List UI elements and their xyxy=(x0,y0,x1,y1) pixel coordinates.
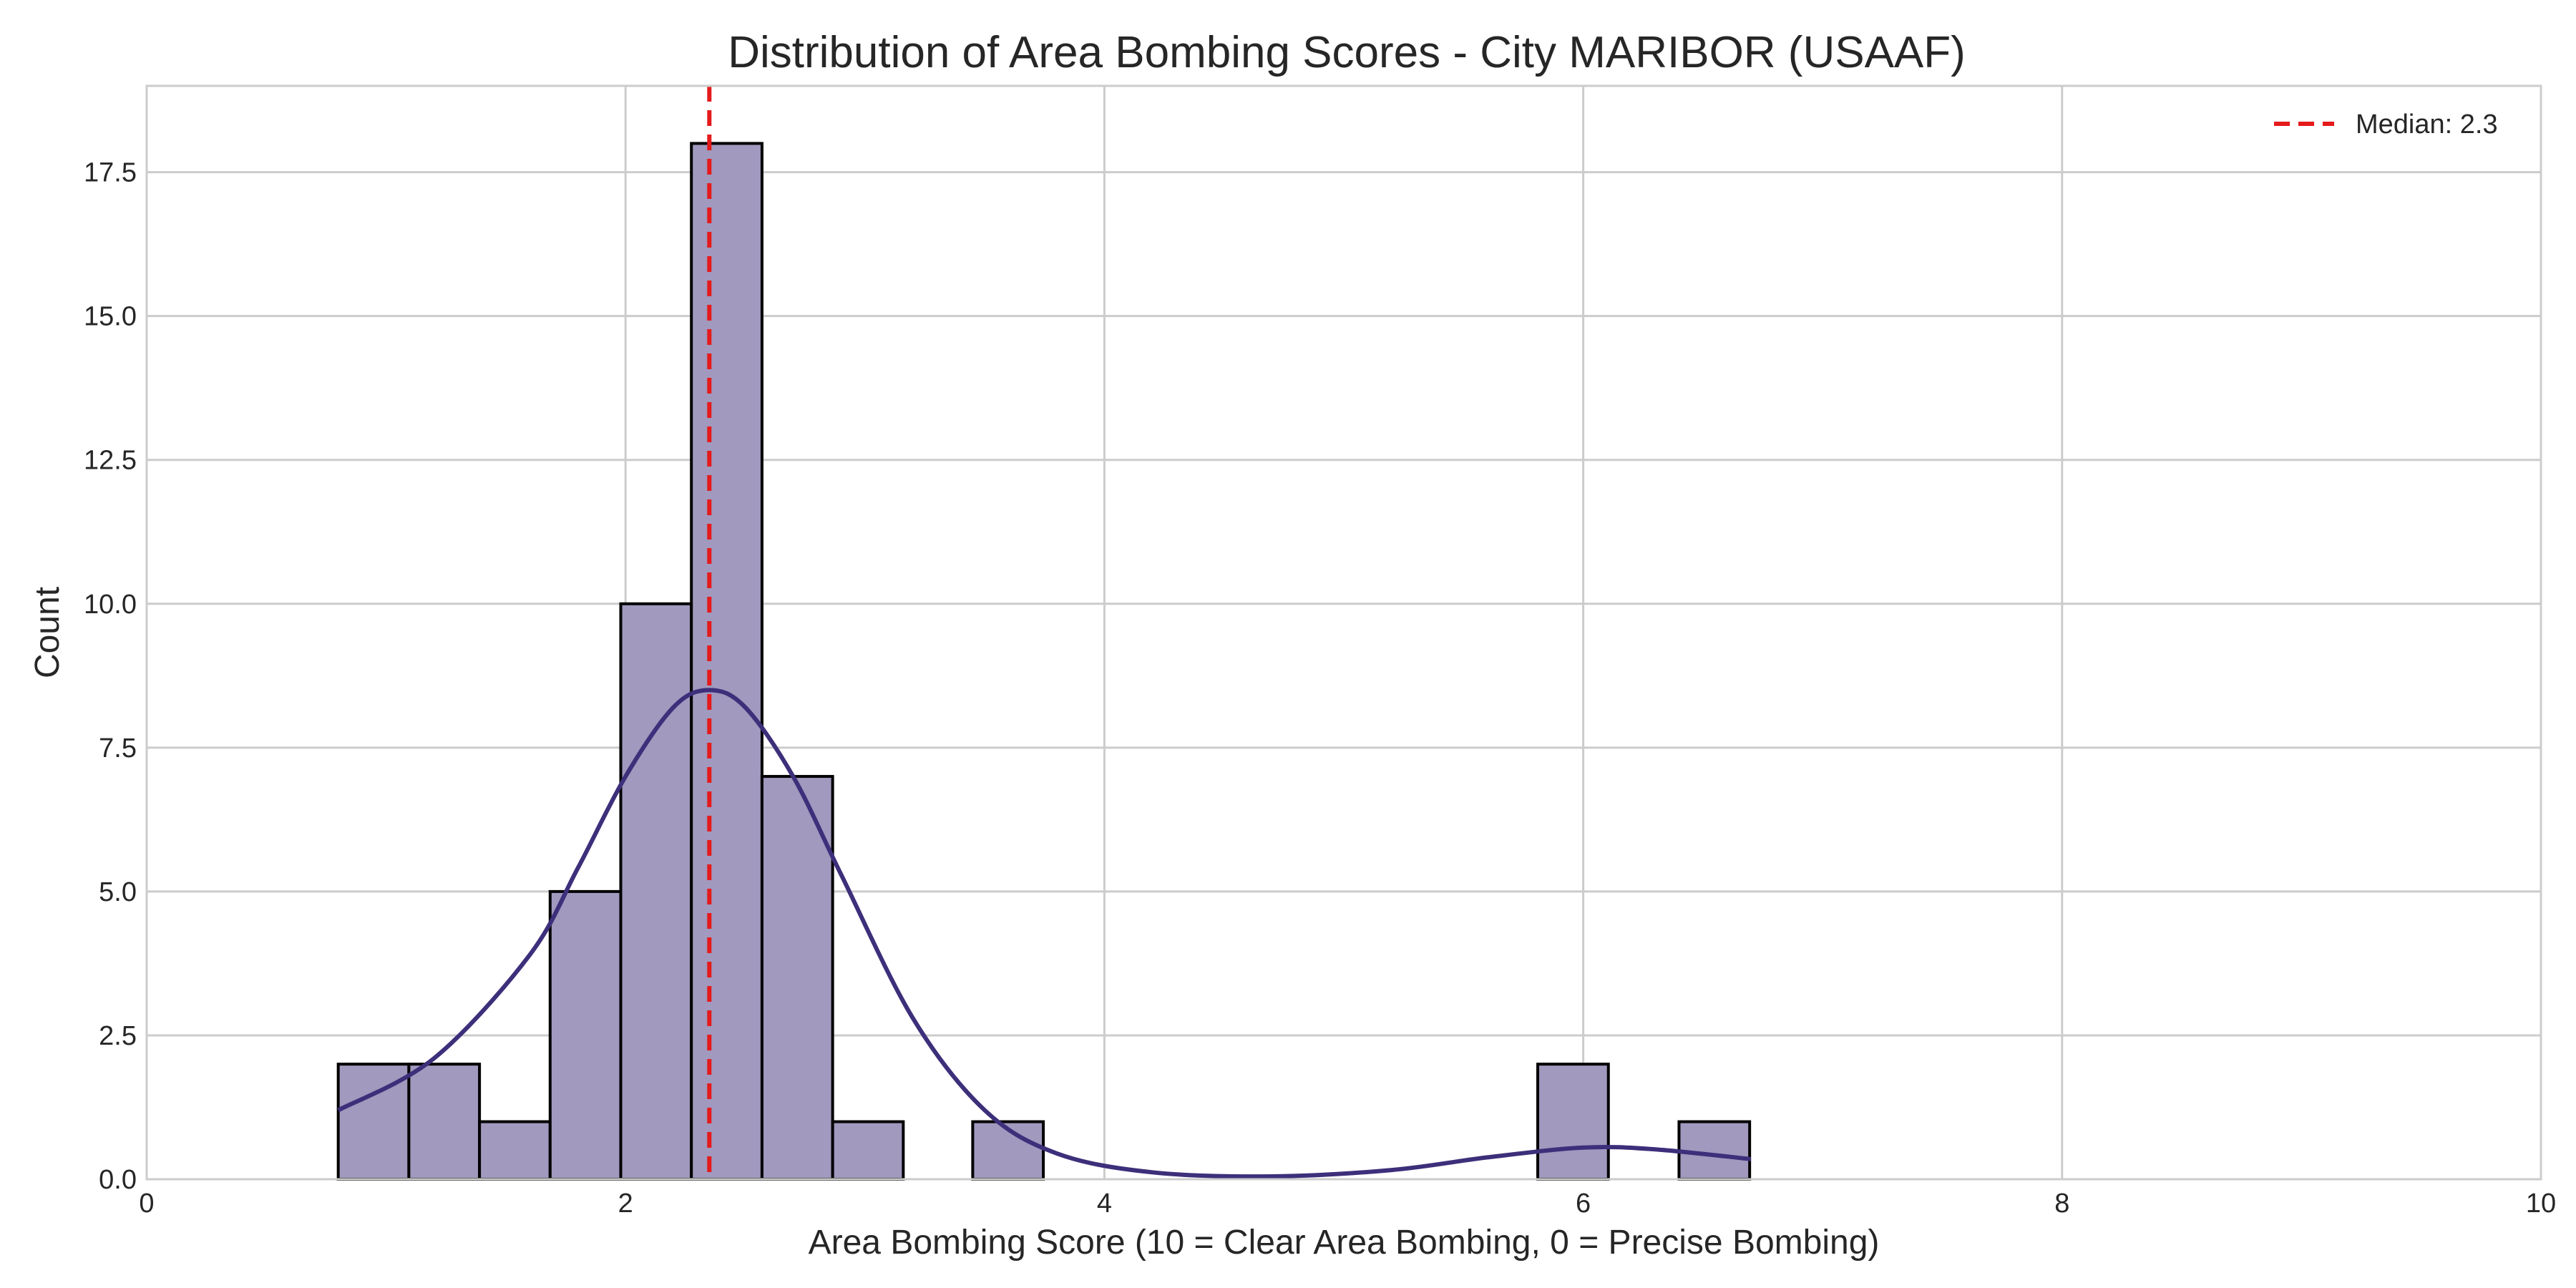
legend-median-label: Median: 2.3 xyxy=(2356,109,2498,140)
y-axis-ticks: 0.0 2.5 5.0 7.5 10.0 12.5 15.0 17.5 xyxy=(84,158,137,1195)
histogram-bar xyxy=(831,1120,905,1181)
y-tick-label: 0.0 xyxy=(99,1165,137,1195)
y-tick-label: 17.5 xyxy=(84,158,137,188)
legend: Median: 2.3 xyxy=(2274,109,2498,140)
y-tick-label: 10.0 xyxy=(84,590,137,620)
histogram-bar xyxy=(548,889,623,1181)
x-axis-ticks: 0 2 4 6 8 10 xyxy=(139,1189,2556,1219)
kde-curve xyxy=(337,688,1752,1179)
histogram-bar xyxy=(407,1063,482,1181)
histogram-bars xyxy=(336,142,1752,1181)
x-tick-label: 10 xyxy=(2526,1189,2556,1219)
grid-lines xyxy=(145,86,2542,1181)
y-tick-label: 2.5 xyxy=(99,1021,137,1051)
y-tick-label: 12.5 xyxy=(84,446,137,476)
y-axis-label: Count xyxy=(29,587,67,678)
kde-curve-layer xyxy=(337,688,1752,1179)
x-tick-label: 2 xyxy=(618,1189,633,1219)
histogram-bar xyxy=(690,142,763,1181)
histogram-bar xyxy=(760,775,834,1181)
histogram-bar xyxy=(619,602,693,1181)
x-tick-label: 0 xyxy=(139,1189,154,1219)
histogram-bar xyxy=(478,1120,552,1181)
histogram-bar xyxy=(1536,1063,1610,1181)
x-tick-label: 8 xyxy=(2054,1189,2069,1219)
y-tick-label: 15.0 xyxy=(84,302,137,332)
x-axis-label: Area Bombing Score (10 = Clear Area Bomb… xyxy=(809,1224,1880,1262)
x-tick-label: 4 xyxy=(1097,1189,1112,1219)
y-tick-label: 7.5 xyxy=(99,733,137,763)
x-tick-label: 6 xyxy=(1576,1189,1591,1219)
chart-title: Distribution of Area Bombing Scores - Ci… xyxy=(728,28,1966,77)
plot-frame xyxy=(145,84,2542,1181)
y-tick-label: 5.0 xyxy=(99,877,137,907)
